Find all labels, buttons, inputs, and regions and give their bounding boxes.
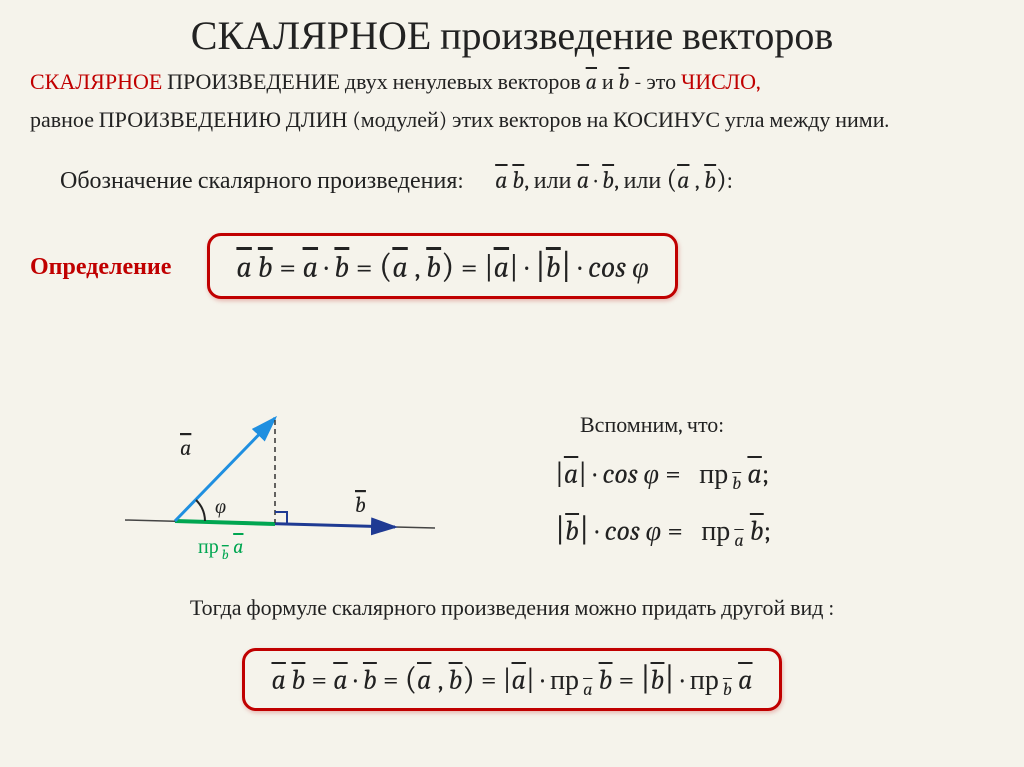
intro-mid: ПРОИЗВЕДЕНИЕ двух ненулевых векторов	[162, 69, 585, 95]
vec-b-inline: b	[618, 69, 629, 95]
formula-2-wrap: a b = a · b = (a , b) = |a| · пр a b = |…	[0, 648, 1024, 711]
intro-dash: - это	[629, 69, 681, 95]
projection-segment	[175, 521, 275, 524]
intro-and: и	[597, 69, 618, 95]
angle-arc	[196, 500, 205, 521]
alt-formula: a b = a · b = (a , b) = |a| · пр a b = |…	[242, 648, 781, 711]
right-angle-icon	[275, 512, 287, 524]
intro-line-1: СКАЛЯРНОЕ ПРОИЗВЕДЕНИЕ двух ненулевых ве…	[0, 59, 1024, 95]
definition-label: Определение	[30, 252, 171, 281]
intro-line-2: равное ПРОИЗВЕДЕНИЮ ДЛИН (модулей) этих …	[0, 95, 1024, 133]
word-number: ЧИСЛО,	[681, 69, 761, 95]
notation-line: Обозначение скалярного произведения: a b…	[0, 133, 1024, 195]
notation-forms: a b, или a · b, или (a , b):	[495, 166, 733, 194]
recall-label: Вспомним, что:	[580, 412, 724, 438]
definition-formula: a b = a · b = (a , b) = |a| · |b| · cos …	[207, 233, 677, 299]
diagram-label-b: b	[355, 492, 366, 518]
diagram-proj-label: пр b a	[198, 535, 243, 563]
vec-a-inline: a	[586, 69, 597, 95]
page-title: СКАЛЯРНОЕ произведение векторов	[0, 0, 1024, 59]
projection-formula-2: |b| · cos φ = пр a b;	[555, 512, 771, 549]
notation-label: Обозначение скалярного произведения:	[60, 166, 463, 194]
vector-diagram: a b φ пр b a	[120, 400, 440, 580]
diagram-phi: φ	[215, 495, 226, 518]
definition-row: Определение a b = a · b = (a , b) = |a| …	[0, 233, 1024, 299]
projection-formula-1: |a| · cos φ = пр b a;	[555, 458, 769, 491]
diagram-label-a: a	[180, 435, 191, 461]
word-scalar: СКАЛЯРНОЕ	[30, 69, 162, 95]
then-text: Тогда формуле скалярного произведения мо…	[0, 595, 1024, 621]
